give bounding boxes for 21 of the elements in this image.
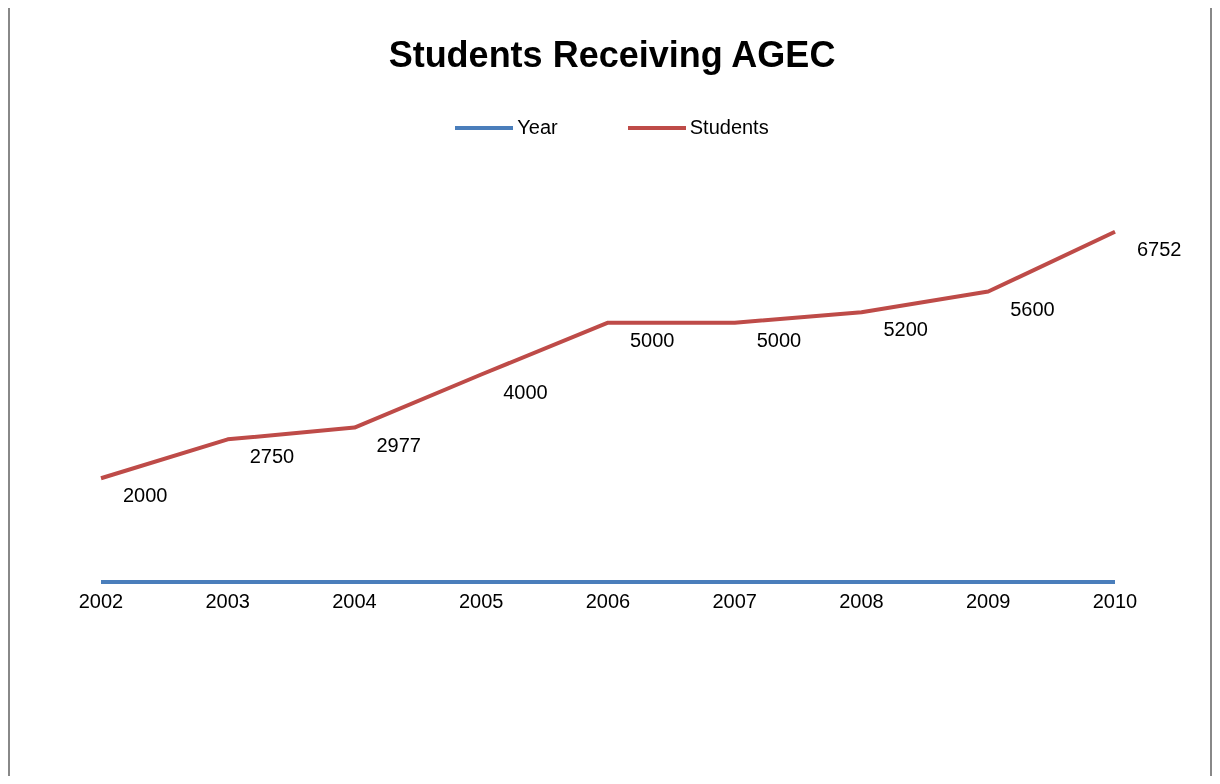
x-tick-label: 2002: [78, 590, 124, 613]
data-label: 4000: [503, 380, 548, 403]
chart-title: Students Receiving AGEC: [387, 34, 837, 76]
x-tick-label: 2007: [712, 590, 757, 613]
data-label: 5200: [883, 318, 928, 341]
data-label: 2000: [123, 484, 168, 507]
data-label: 6752: [1137, 237, 1182, 260]
x-tick-label: 2010: [1092, 590, 1138, 613]
x-tick-label: 2004: [332, 590, 377, 613]
data-label: 5000: [756, 328, 802, 351]
x-tick-label: 2008: [839, 590, 884, 613]
data-label: 2977: [376, 433, 421, 456]
x-tick-label: 2003: [205, 590, 250, 613]
x-tick-label: 2006: [585, 590, 631, 613]
x-tick-label: 2009: [966, 590, 1011, 613]
legend-label: Students: [689, 116, 769, 139]
data-label: 5600: [1010, 297, 1055, 320]
data-label: 5000: [630, 328, 675, 351]
data-label: 2750: [249, 445, 295, 468]
legend-label: Year: [517, 116, 558, 139]
x-tick-label: 2005: [459, 590, 504, 613]
